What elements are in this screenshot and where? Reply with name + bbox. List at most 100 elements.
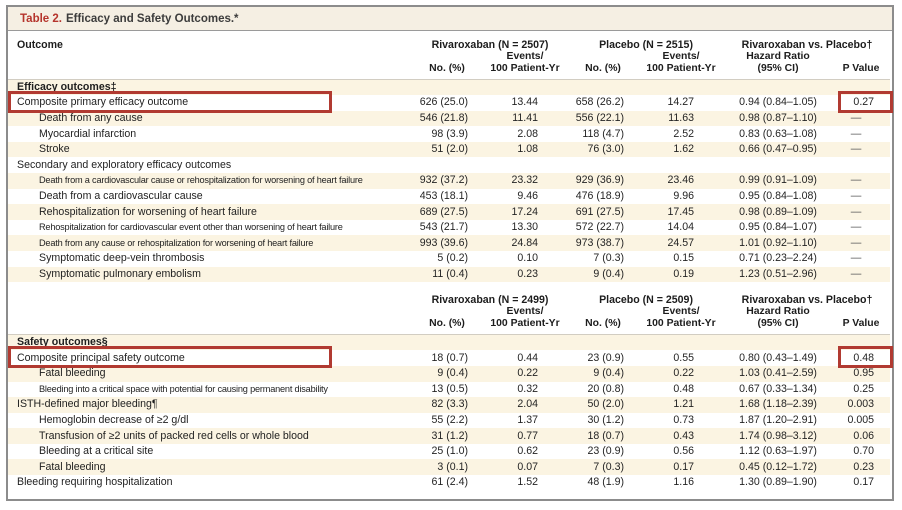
placebo-no-pct [568, 334, 639, 351]
rivaroxaban-no-pct: 993 (39.6) [412, 235, 482, 252]
outcome-label: Fatal bleeding [8, 365, 412, 382]
outcome-label: Myocardial infarction [39, 127, 137, 140]
outcome-label: Death from any cause or rehospitalizatio… [8, 235, 412, 252]
efficacy-header: Outcome Rivaroxaban (N = 2507) Placebo (… [8, 31, 891, 80]
subheader-blank [8, 51, 412, 80]
outcome-label: Stroke [8, 141, 412, 158]
hazard-ratio: 0.83 (0.63–1.08) [739, 127, 817, 140]
placebo-events: 11.63 [638, 110, 725, 127]
outcomes-table: Outcome Rivaroxaban (N = 2507) Placebo (… [8, 31, 894, 491]
placebo-events: 0.17 [638, 459, 725, 476]
rivaroxaban-no-pct: 25 (1.0) [431, 445, 468, 458]
rivaroxaban-no-pct: 98 (3.9) [431, 127, 468, 140]
rivaroxaban-events [482, 79, 569, 96]
p-value: 0.95 [832, 365, 891, 382]
safety-header: Rivaroxaban (N = 2499) Placebo (N = 2509… [8, 282, 891, 336]
section-header-row: Safety outcomes§ [8, 334, 891, 351]
p-value: — [850, 189, 862, 202]
section-header-row: Efficacy outcomes‡ [8, 79, 891, 96]
hazard-ratio: 1.68 (1.18–2.39) [724, 397, 833, 413]
rivaroxaban-no-pct: 9 (0.4) [412, 365, 482, 382]
placebo-events: 0.55 [673, 351, 695, 364]
group-placebo-safety: Placebo (N = 2509) [568, 282, 725, 307]
outcome-label: Composite primary efficacy outcome [8, 91, 412, 114]
rivaroxaban-no-pct [412, 334, 482, 351]
p-value: 0.48 [832, 346, 894, 369]
column-hazard-ratio: Hazard Ratio (95% CI) [724, 306, 833, 336]
p-value: 0.25 [853, 382, 875, 395]
placebo-no-pct: 76 (3.0) [568, 141, 639, 158]
rivaroxaban-events [482, 157, 568, 173]
rivaroxaban-no-pct: 55 (2.2) [431, 413, 468, 426]
rivaroxaban-no-pct [412, 79, 482, 96]
placebo-events: 14.27 [667, 96, 695, 109]
p-value: 0.70 [853, 445, 875, 458]
column-events-placebo: Events/100 Patient-Yr [638, 51, 725, 80]
placebo-no-pct: 973 (38.7) [568, 235, 639, 252]
placebo-events: 0.22 [638, 365, 725, 382]
p-value: — [850, 221, 862, 234]
outcome-label: Transfusion of ≥2 units of packed red ce… [8, 428, 412, 444]
placebo-events [638, 334, 725, 351]
p-value: — [850, 252, 862, 265]
placebo-no-pct: 9 (0.4) [568, 365, 639, 382]
placebo-no-pct: 30 (1.2) [587, 413, 625, 426]
rivaroxaban-no-pct: 18 (0.7) [431, 351, 468, 364]
placebo-events: 0.48 [673, 382, 695, 395]
table-2-panel: Table 2. Efficacy and Safety Outcomes.* O… [6, 5, 894, 501]
group-rivaroxaban-efficacy: Rivaroxaban (N = 2507) [431, 39, 549, 51]
rivaroxaban-events: 0.07 [482, 459, 569, 476]
placebo-no-pct: 23 (0.9) [587, 445, 625, 458]
annotation-highlight-box [838, 346, 894, 369]
placebo-no-pct: 9 (0.4) [568, 266, 639, 283]
placebo-no-pct: 18 (0.7) [568, 428, 639, 444]
rivaroxaban-no-pct: 689 (27.5) [412, 204, 482, 220]
placebo-events: 1.16 [673, 476, 695, 489]
placebo-events: 0.73 [673, 413, 695, 426]
rivaroxaban-no-pct: 51 (2.0) [412, 141, 482, 158]
rivaroxaban-no-pct: 11 (0.4) [412, 266, 482, 283]
rivaroxaban-events: 1.08 [482, 141, 569, 158]
hazard-ratio [724, 157, 832, 173]
rivaroxaban-events: 0.22 [482, 365, 569, 382]
rivaroxaban-events: 23.32 [482, 173, 569, 189]
p-value: 0.17 [853, 476, 875, 489]
table-row: Hemoglobin decrease of ≥2 g/dl 55 (2.2) 1.… [8, 413, 890, 429]
rivaroxaban-events: 9.46 [517, 189, 539, 202]
table-number: Table 2. [20, 13, 62, 25]
rivaroxaban-no-pct: 932 (37.2) [412, 173, 482, 189]
hazard-ratio [724, 79, 833, 96]
hazard-ratio: 1.74 (0.98–3.12) [724, 428, 833, 444]
table-row: Bleeding into a critical space with pote… [8, 382, 890, 398]
rivaroxaban-events: 11.41 [482, 110, 569, 127]
rivaroxaban-no-pct: 3 (0.1) [412, 459, 482, 476]
placebo-events: 0.43 [638, 428, 725, 444]
subheader-row: No. (%) Events/100 Patient-Yr No. (%) Ev… [8, 51, 891, 80]
placebo-events: 14.04 [667, 221, 695, 234]
outcome-label: Bleeding at a critical site [39, 445, 154, 458]
column-no-pct-riva: No. (%) [412, 51, 482, 80]
placebo-events: 1.21 [638, 397, 725, 413]
column-outcome: Outcome [17, 39, 63, 51]
p-value: — [832, 266, 891, 283]
rivaroxaban-no-pct: 546 (21.8) [412, 110, 482, 127]
p-value [832, 157, 890, 173]
group-header-row: Outcome Rivaroxaban (N = 2507) Placebo (… [8, 31, 890, 51]
outcome-label: Death from a cardiovascular cause or reh… [8, 173, 412, 189]
hazard-ratio: 0.98 (0.89–1.09) [724, 204, 833, 220]
table-row: Bleeding requiring hospitalization 61 (2.… [8, 475, 890, 491]
hazard-ratio: 0.99 (0.91–1.09) [724, 173, 833, 189]
column-events-riva: Events/100 Patient-Yr [482, 51, 569, 80]
p-value: 0.06 [832, 428, 891, 444]
hazard-ratio: 1.87 (1.20–2.91) [739, 413, 817, 426]
column-no-pct-placebo: No. (%) [568, 306, 639, 336]
placebo-events: 0.56 [673, 445, 695, 458]
outcome-label: Hemoglobin decrease of ≥2 g/dl [39, 413, 189, 426]
rivaroxaban-events: 1.52 [517, 476, 539, 489]
group-header-row: Rivaroxaban (N = 2499) Placebo (N = 2509… [8, 282, 891, 307]
rivaroxaban-events: 0.62 [517, 445, 539, 458]
p-value: — [832, 110, 891, 127]
placebo-no-pct [568, 79, 639, 96]
hazard-ratio: 0.66 (0.47–0.95) [724, 141, 833, 158]
